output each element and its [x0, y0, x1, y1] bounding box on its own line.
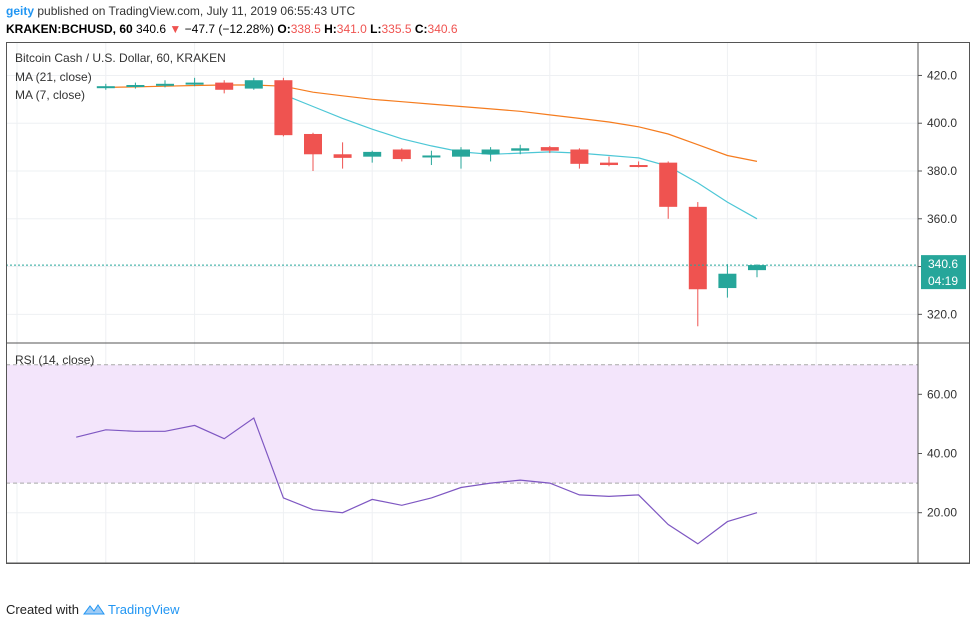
- published-text: published on TradingView.com, July 11, 2…: [37, 4, 356, 18]
- candle-down[interactable]: [629, 165, 648, 168]
- candle-down[interactable]: [274, 80, 293, 136]
- rsi-axis-label: 20.00: [927, 506, 957, 520]
- candle-up[interactable]: [511, 148, 530, 151]
- candle-up[interactable]: [156, 83, 174, 86]
- publish-info: geity published on TradingView.com, July…: [6, 4, 355, 18]
- created-with-text: Created with: [6, 602, 79, 617]
- candle-down[interactable]: [570, 149, 589, 164]
- ma21-line[interactable]: [105, 84, 758, 162]
- price-change: −47.7 (−12.28%): [184, 22, 275, 36]
- candle-down[interactable]: [600, 162, 618, 166]
- close-value: 340.6: [427, 22, 458, 36]
- rsi-legend[interactable]: RSI (14, close): [15, 353, 94, 367]
- footer: Created with TradingView: [6, 602, 180, 617]
- candle-up[interactable]: [452, 149, 470, 157]
- candle-down[interactable]: [215, 82, 234, 90]
- rsi-axis-label: 60.00: [927, 387, 957, 401]
- tradingview-brand[interactable]: TradingView: [108, 602, 180, 617]
- price-axis-label: 400.0: [927, 116, 957, 130]
- last-price-badge-text: 340.6: [928, 257, 958, 271]
- candle-up[interactable]: [185, 82, 204, 85]
- countdown-badge-text: 04:19: [928, 274, 958, 288]
- close-label: C:: [414, 22, 428, 36]
- candle-up[interactable]: [244, 80, 263, 89]
- last-price-badge: [921, 255, 966, 290]
- rsi-line[interactable]: [76, 417, 758, 545]
- ma7-legend[interactable]: MA (7, close): [15, 88, 85, 102]
- candle-up[interactable]: [422, 155, 441, 158]
- outer-frame: [6, 42, 970, 564]
- ohlc-summary: KRAKEN:BCHUSD, 60 340.6 ▼ −47.7 (−12.28%…: [6, 22, 458, 36]
- open-label: O:: [277, 22, 291, 36]
- ma21-legend[interactable]: MA (21, close): [15, 70, 92, 84]
- low-label: L:: [370, 22, 382, 36]
- candle-down[interactable]: [688, 206, 707, 290]
- high-label: H:: [324, 22, 337, 36]
- publisher-username[interactable]: geity: [6, 4, 35, 18]
- candle-up[interactable]: [96, 86, 115, 89]
- candle-down[interactable]: [540, 147, 559, 151]
- price-axis-label: 380.0: [927, 164, 957, 178]
- rsi-band: [6, 364, 918, 484]
- candle-up[interactable]: [126, 85, 145, 87]
- last-price: 340.6: [136, 22, 167, 36]
- candle-up[interactable]: [748, 265, 766, 271]
- open-value: 338.5: [290, 22, 321, 36]
- candle-up[interactable]: [718, 273, 737, 289]
- candle-down[interactable]: [659, 162, 678, 207]
- candle-down[interactable]: [333, 154, 352, 158]
- price-axis-label: 420.0: [927, 68, 957, 82]
- rsi-axis-label: 40.00: [927, 447, 957, 461]
- low-value: 335.5: [381, 22, 412, 36]
- candle-down[interactable]: [392, 149, 411, 160]
- high-value: 341.0: [336, 22, 367, 36]
- candle-up[interactable]: [363, 151, 382, 157]
- tradingview-logo-icon: [82, 604, 105, 615]
- chart-title: Bitcoin Cash / U.S. Dollar, 60, KRAKEN: [15, 51, 226, 65]
- symbol-label: KRAKEN:BCHUSD, 60: [6, 22, 133, 36]
- candle-up[interactable]: [481, 149, 500, 155]
- price-axis-label: 360.0: [927, 212, 957, 226]
- down-arrow-icon: ▼: [169, 22, 182, 36]
- ma7-line[interactable]: [283, 94, 758, 220]
- candle-down[interactable]: [304, 133, 322, 155]
- price-axis-label: 320.0: [927, 307, 957, 321]
